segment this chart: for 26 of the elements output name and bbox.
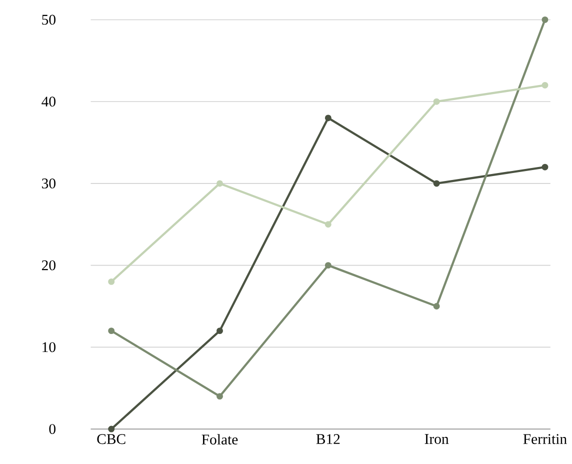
- point: [542, 82, 548, 89]
- y-tick-label: 10: [42, 342, 56, 352]
- point: [216, 180, 223, 187]
- x-tick-label: Iron: [424, 434, 449, 444]
- x-tick-label: Folate: [202, 434, 238, 445]
- point: [433, 180, 440, 187]
- point: [433, 98, 440, 106]
- x-tick-label: B12: [316, 434, 340, 444]
- y-tick-label: 50: [42, 14, 56, 25]
- point: [324, 114, 332, 122]
- point: [324, 221, 332, 228]
- x-tick-label: CBC: [97, 434, 126, 444]
- y-tick-label: 0: [49, 424, 56, 434]
- y-tick-label: 30: [42, 178, 56, 189]
- point: [216, 328, 223, 334]
- point: [108, 328, 115, 334]
- point: [108, 278, 115, 286]
- point: [216, 393, 223, 400]
- point: [542, 164, 548, 171]
- point: [433, 303, 440, 310]
- y-tick-label: 40: [42, 96, 56, 107]
- y-tick-label: 20: [42, 260, 56, 270]
- point: [324, 262, 332, 269]
- point: [542, 16, 548, 24]
- point: [108, 426, 115, 432]
- x-tick-label: Ferritin: [523, 434, 567, 444]
